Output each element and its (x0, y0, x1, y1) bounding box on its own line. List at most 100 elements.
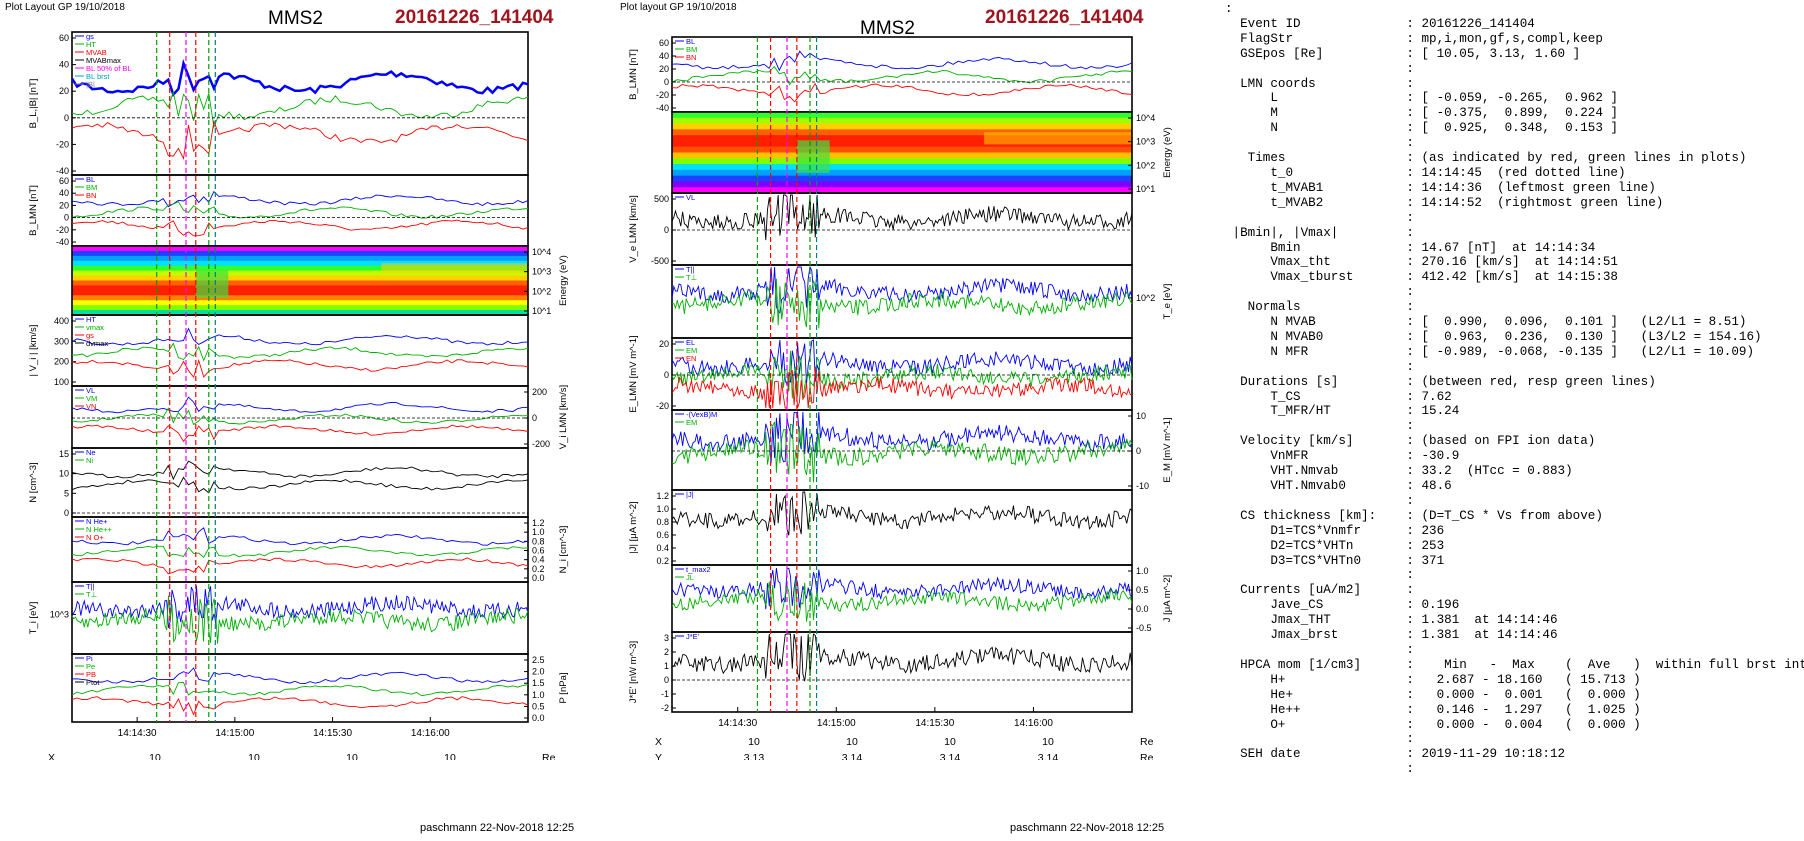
spectrogram-band (72, 246, 528, 252)
y-axis-label: Energy (eV) (1162, 127, 1173, 178)
y-tick-label: 0.5 (1136, 585, 1149, 595)
spectrogram-band (672, 112, 1132, 119)
spectrogram-band (672, 164, 1132, 171)
spectrogram-band (72, 265, 528, 272)
y-axis-label: Energy (eV) (558, 255, 569, 306)
time-tick-label: 14:14:30 (718, 718, 757, 729)
spectrogram-patch (195, 270, 229, 298)
y-tick-label: 200 (54, 357, 69, 367)
y-tick-label: 0 (64, 508, 69, 518)
y-tick-label: 20 (59, 200, 69, 210)
legend-entry: JL (686, 573, 694, 582)
plot1-event-id: 20161226_141404 (395, 7, 554, 28)
data-trace (71, 424, 529, 443)
data-trace (671, 339, 1133, 387)
data-trace (671, 50, 1133, 72)
data-trace (671, 579, 1133, 622)
coord-unit: Re (1140, 736, 1154, 748)
y-tick-label: 1.5 (532, 678, 545, 688)
data-trace (71, 219, 529, 237)
y-tick-label: 0 (664, 675, 669, 685)
y-tick-label: 0.2 (656, 556, 669, 566)
y-tick-label: 20 (59, 86, 69, 96)
y-axis-label: J [μA m^-2] (1162, 575, 1173, 622)
y-tick-label: 0 (664, 370, 669, 380)
spectrogram-band (72, 285, 528, 291)
y-tick-label: 1.0 (532, 527, 545, 537)
y-tick-label: 20 (659, 64, 669, 74)
spectrogram-band (72, 290, 528, 296)
y-tick-label: 60 (59, 176, 69, 186)
data-trace (71, 527, 529, 546)
coord-value: 10 (149, 752, 161, 760)
data-trace (72, 342, 529, 362)
y-tick-label: -2 (661, 703, 669, 713)
legend-entry: MVAB (86, 48, 107, 57)
spectrogram-band (672, 187, 1132, 194)
data-trace (671, 421, 1133, 483)
event-info-text: : Event ID : 20161226_141404 FlagStr : m… (1225, 2, 1804, 777)
y-axis-label: V_i LMN [km/s] (558, 385, 569, 449)
y-tick-label: -40 (56, 166, 69, 176)
legend-entry: dvmax (86, 339, 108, 348)
y-tick-label: 10^3 (50, 609, 69, 619)
data-trace (70, 58, 529, 97)
data-trace (71, 476, 529, 494)
data-trace (71, 585, 529, 628)
legend-entry: vmax (86, 323, 104, 332)
time-tick-label: 14:15:30 (915, 718, 954, 729)
legend-entry: gs (86, 32, 94, 41)
legend-entry: HT (86, 315, 96, 324)
data-trace (71, 557, 529, 575)
y-tick-label: 0 (664, 225, 669, 235)
data-trace (671, 366, 1133, 409)
legend-entry: VM (86, 394, 97, 403)
y-tick-label: 0.0 (532, 573, 545, 583)
y-axis-label: E_LMN [mV m^-1] (628, 335, 639, 412)
data-trace (71, 407, 529, 426)
time-tick-label: 14:15:00 (817, 718, 856, 729)
y-tick-label: -200 (532, 439, 550, 449)
data-trace (71, 545, 529, 558)
legend-entry: N He++ (86, 525, 112, 534)
y-tick-label: -20 (656, 401, 669, 411)
time-tick-label: 14:15:00 (215, 728, 254, 739)
legend-entry: -(VexB)M (686, 410, 717, 419)
coord-row-label: Y (655, 752, 662, 760)
y-tick-label: 1.2 (656, 491, 669, 501)
legend-entry: VN (86, 402, 96, 411)
legend-entry: BL brst (86, 72, 110, 81)
y-axis-label: B_L,|B| [nT] (28, 79, 39, 129)
y-tick-label: -40 (56, 237, 69, 247)
y-axis-label: B_LMN [nT] (628, 49, 639, 100)
y-tick-label: 10 (1136, 411, 1146, 421)
plot1-figure: B_L,|B| [nT]6040200-20-40gsHTMVABMVABmax… (28, 31, 569, 760)
data-trace (671, 411, 1133, 464)
y-axis-label: T_e [eV] (1162, 284, 1173, 320)
time-tick-label: 14:14:30 (118, 728, 157, 739)
y-tick-label: -10 (1136, 481, 1149, 491)
plot1-footer: paschmann 22-Nov-2018 12:25 (420, 822, 575, 834)
data-trace (671, 350, 1133, 401)
y-tick-label: 0.0 (532, 713, 545, 723)
legend-entry: T⊥ (686, 273, 698, 282)
y-tick-label: -20 (56, 225, 69, 235)
data-trace (71, 90, 529, 129)
y-tick-label: 0.2 (532, 564, 545, 574)
legend-entry: BN (686, 53, 696, 62)
y-tick-label: 1 (664, 661, 669, 671)
y-tick-label: 40 (59, 60, 69, 70)
legend-entry: Ni (86, 456, 93, 465)
data-trace (71, 190, 529, 208)
coord-value: 3.14 (1038, 752, 1059, 760)
legend-entry: |B| (86, 80, 95, 89)
y-tick-label: 10^2 (1136, 160, 1155, 170)
coord-value: 10 (1042, 736, 1054, 748)
y-axis-label: P [nPa] (558, 673, 569, 704)
legend-entry: PB (86, 670, 96, 679)
y-tick-label: -1 (661, 689, 669, 699)
legend-entry: N He+ (86, 517, 108, 526)
time-tick-label: 14:16:00 (411, 728, 450, 739)
y-tick-label: 40 (659, 51, 669, 61)
